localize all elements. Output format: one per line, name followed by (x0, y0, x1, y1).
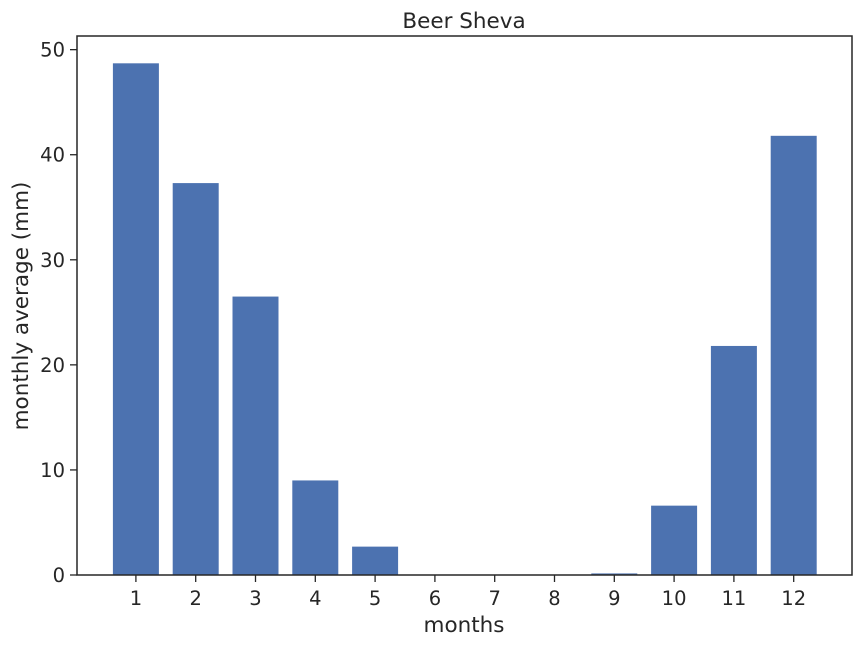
x-tick-label: 10 (662, 587, 687, 610)
x-tick-label: 11 (721, 587, 746, 610)
y-tick-label: 0 (53, 564, 65, 587)
bars-group (112, 63, 817, 575)
x-ticks-group: 1 2 3 4 5 6 7 8 9 10 11 12 (130, 575, 806, 610)
bar-month-4 (292, 480, 339, 575)
x-tick-label: 12 (781, 587, 806, 610)
plot-frame (76, 35, 853, 576)
bar-month-5 (352, 546, 399, 575)
y-axis-label: monthly average (mm) (9, 182, 34, 431)
y-tick-label: 10 (40, 459, 65, 482)
bar-month-1 (112, 63, 159, 575)
x-tick-label: 3 (249, 587, 261, 610)
bar-month-2 (172, 183, 219, 575)
x-tick-label: 8 (548, 587, 560, 610)
y-tick-label: 30 (40, 249, 65, 272)
x-axis-label: months (424, 613, 505, 638)
x-tick-label: 1 (130, 587, 142, 610)
x-tick-label: 7 (488, 587, 500, 610)
x-tick-label: 2 (189, 587, 201, 610)
x-tick-label: 4 (309, 587, 321, 610)
bar-month-11 (710, 345, 757, 575)
bar-month-12 (770, 135, 817, 575)
bar-month-10 (651, 505, 698, 575)
y-tick-label: 20 (40, 354, 65, 377)
y-ticks-group: 0 10 20 30 40 50 (40, 39, 77, 587)
x-tick-label: 6 (429, 587, 441, 610)
x-tick-label: 5 (369, 587, 381, 610)
bar-month-3 (232, 296, 279, 575)
bar-month-9 (591, 573, 638, 575)
y-tick-label: 50 (40, 39, 65, 62)
y-tick-label: 40 (40, 144, 65, 167)
chart-title: Beer Sheva (402, 9, 525, 34)
x-tick-label: 9 (608, 587, 620, 610)
